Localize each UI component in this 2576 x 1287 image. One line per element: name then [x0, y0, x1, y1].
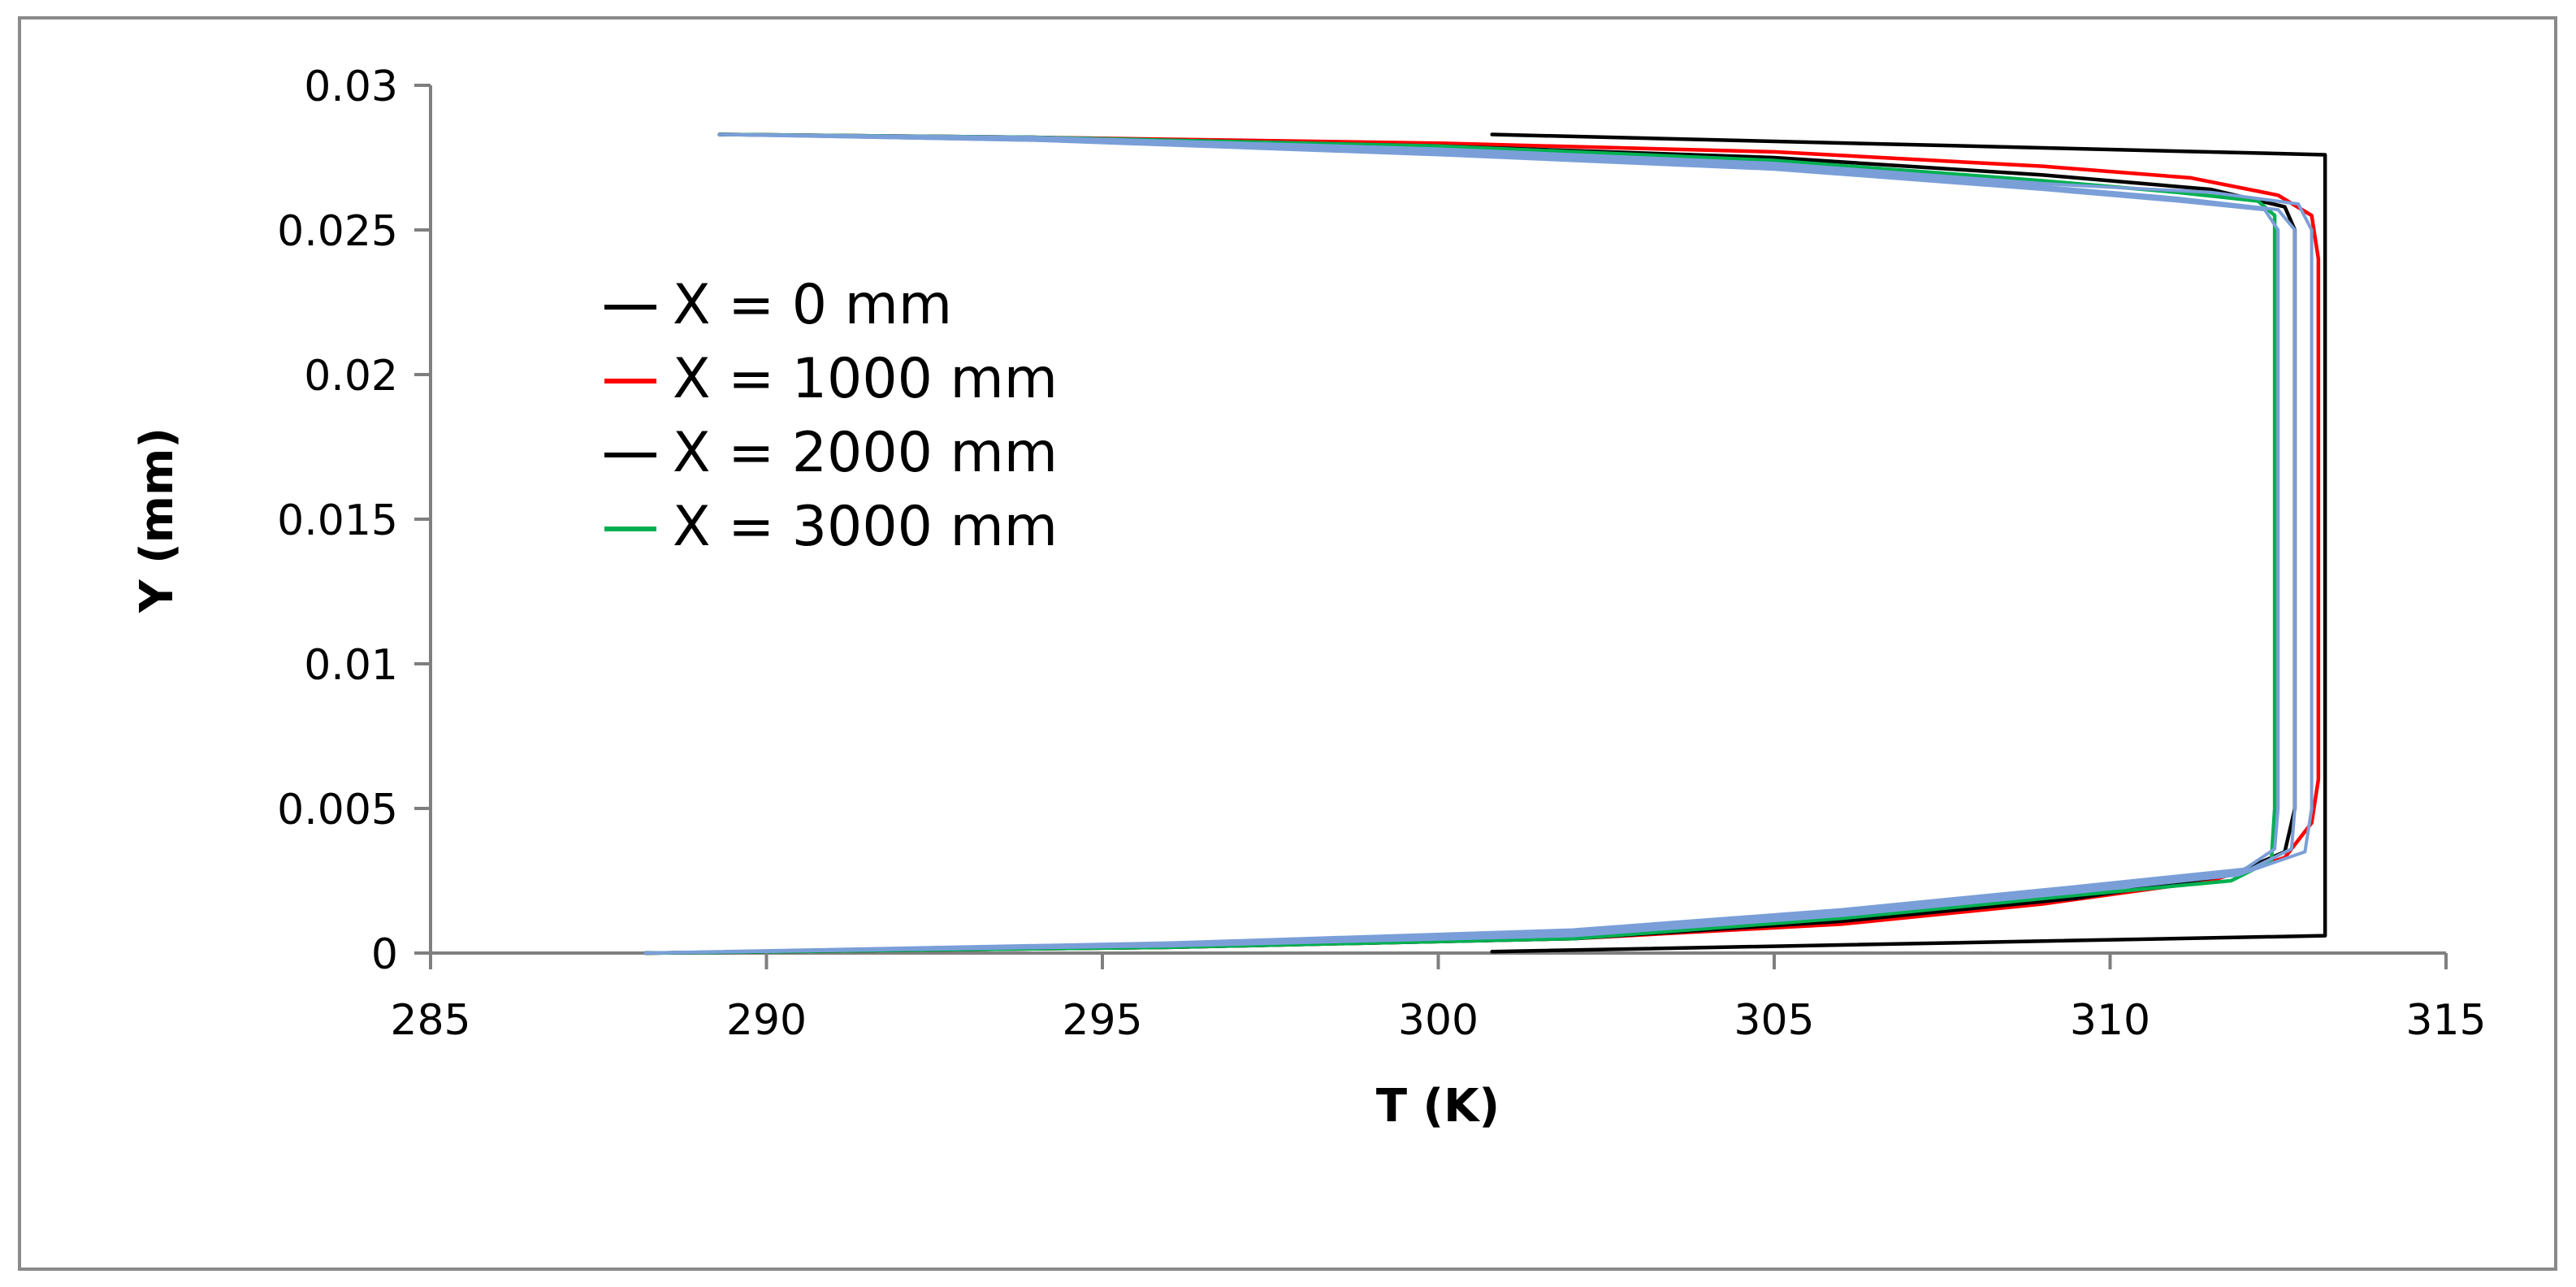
- y-tick-label: 0.015: [277, 496, 398, 545]
- y-tick-label: 0.005: [277, 786, 398, 834]
- x-axis-label: T (K): [1376, 1080, 1500, 1133]
- x-tick-label: 310: [2070, 996, 2150, 1045]
- legend-label: X = 3000 mm: [673, 495, 1058, 559]
- x-tick-label: 315: [2405, 996, 2486, 1045]
- x-ticks: 285 290 295 300 305 310 315: [390, 953, 2487, 1045]
- y-tick-label: 0.01: [304, 641, 398, 690]
- x-tick-label: 285: [390, 996, 470, 1045]
- series-line-2: [643, 132, 2321, 956]
- y-ticks: 0 0.005 0.01 0.015 0.02 0.025 0.03: [277, 63, 431, 979]
- legend-label: X = 1000 mm: [673, 347, 1058, 411]
- x-tick-label: 300: [1398, 996, 1478, 1045]
- series-layer: [643, 132, 2327, 956]
- chart-frame: [18, 16, 2557, 1271]
- series-line-7: [643, 132, 2280, 955]
- y-tick-label: 0: [371, 930, 398, 979]
- series-line-5: [643, 132, 2314, 955]
- x-tick-label: 290: [726, 996, 807, 1045]
- legend-label: X = 2000 mm: [673, 421, 1058, 485]
- y-tick-label: 0.02: [304, 352, 398, 401]
- x-tick-label: 295: [1062, 996, 1142, 1045]
- x-tick-label: 305: [1734, 996, 1814, 1045]
- y-axis-label: Y (mm): [131, 427, 184, 613]
- legend-label: X = 0 mm: [673, 273, 952, 337]
- y-tick-label: 0.03: [304, 63, 398, 111]
- series-line-4: [643, 132, 2277, 956]
- y-tick-label: 0.025: [277, 207, 398, 256]
- series-line-1: [1490, 132, 2327, 954]
- legend: X = 0 mm X = 1000 mm X = 2000 mm X = 3000 m…: [604, 273, 1058, 559]
- series-line-6: [643, 132, 2297, 955]
